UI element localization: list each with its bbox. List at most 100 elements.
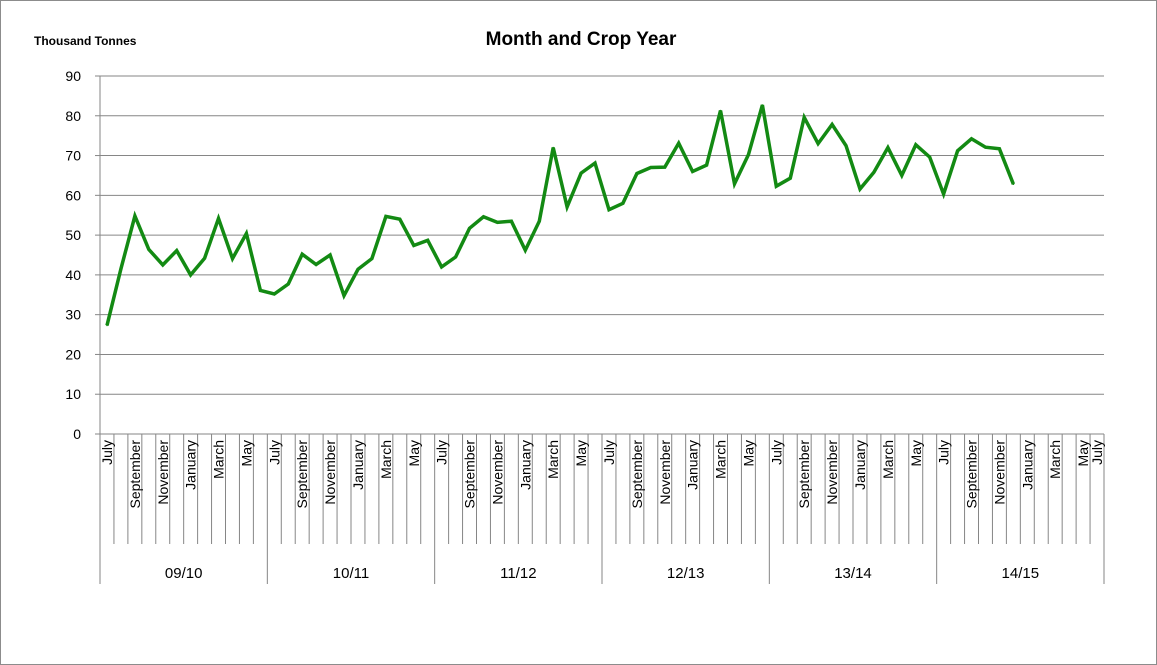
- data-point: [901, 174, 903, 177]
- y-axis-ticks: 0 10 20 30 40 50 60 70 80 90: [65, 68, 81, 442]
- month-label: January: [517, 440, 533, 490]
- month-label: January: [350, 440, 366, 490]
- data-point: [775, 185, 778, 187]
- month-label: November: [991, 440, 1007, 505]
- data-point: [859, 188, 861, 190]
- y-tick-label: 20: [65, 346, 81, 362]
- data-point: [691, 170, 694, 173]
- data-point: [426, 239, 429, 242]
- y-tick-label: 50: [65, 227, 81, 243]
- data-point: [928, 156, 931, 158]
- month-label: January: [685, 440, 701, 490]
- month-label: March: [211, 440, 227, 479]
- month-label: July: [99, 440, 115, 465]
- data-point: [510, 220, 513, 222]
- data-point: [203, 257, 206, 260]
- month-label: November: [657, 440, 673, 505]
- data-point: [315, 263, 317, 266]
- data-point: [385, 215, 387, 218]
- data-point: [817, 142, 819, 145]
- month-label: May: [406, 440, 422, 466]
- y-tick-label: 10: [65, 386, 81, 402]
- crop-year-label: 11/12: [500, 565, 536, 582]
- data-point: [231, 257, 234, 260]
- month-label: November: [322, 440, 338, 505]
- crop-year-label: 10/11: [333, 565, 369, 582]
- month-label: March: [880, 440, 896, 479]
- data-point: [482, 216, 485, 218]
- data-point: [329, 254, 331, 256]
- month-label: March: [378, 440, 394, 479]
- data-point: [636, 172, 638, 175]
- month-label: May: [908, 440, 924, 466]
- month-label: September: [294, 440, 310, 509]
- data-point: [371, 257, 373, 260]
- y-tick-label: 30: [65, 307, 81, 323]
- data-point: [106, 324, 108, 327]
- data-point: [245, 232, 248, 235]
- month-label: March: [713, 440, 729, 479]
- month-label: September: [629, 440, 645, 509]
- data-point: [719, 109, 722, 112]
- data-point: [831, 123, 833, 126]
- data-point: [273, 293, 276, 295]
- y-tick-label: 70: [65, 148, 81, 164]
- data-point: [301, 253, 304, 255]
- grid-lines: [95, 75, 1104, 435]
- month-label: September: [796, 440, 812, 509]
- data-point: [887, 146, 889, 149]
- data-point: [873, 171, 875, 174]
- data-point: [998, 148, 1001, 150]
- data-point: [538, 220, 541, 222]
- data-point: [664, 166, 666, 168]
- data-point: [148, 248, 150, 251]
- x-axis: July September November January March May July…: [99, 433, 1105, 584]
- month-label: November: [155, 440, 171, 505]
- month-label: July: [266, 440, 282, 465]
- data-point: [956, 150, 959, 152]
- month-label: July: [1089, 440, 1105, 465]
- month-label: May: [573, 440, 589, 466]
- data-point: [134, 215, 136, 217]
- chart-title: Month and Crop Year: [486, 29, 677, 50]
- data-point: [440, 266, 443, 268]
- data-point: [287, 283, 290, 285]
- data-point: [705, 164, 708, 166]
- data-point: [608, 208, 610, 211]
- data-point: [162, 264, 164, 266]
- data-point: [454, 256, 457, 258]
- data-point: [524, 249, 527, 251]
- data-point: [217, 217, 220, 220]
- y-axis-unit-label: Thousand Tonnes: [34, 34, 137, 48]
- data-point: [552, 146, 554, 149]
- data-point: [357, 268, 359, 271]
- month-label: January: [852, 440, 868, 490]
- data-point: [650, 166, 652, 169]
- month-label: September: [127, 440, 143, 509]
- crop-year-label: 12/13: [667, 565, 705, 582]
- data-point: [622, 202, 624, 205]
- data-point: [677, 142, 680, 144]
- data-point: [845, 144, 847, 147]
- data-point: [733, 183, 736, 185]
- data-point: [120, 268, 122, 270]
- series-layer: [105, 104, 1016, 327]
- y-tick-label: 90: [65, 68, 81, 84]
- y-tick-label: 60: [65, 187, 81, 203]
- crop-year-label: 13/14: [834, 565, 872, 582]
- data-point: [175, 249, 178, 252]
- crop-year-label: 09/10: [165, 565, 203, 582]
- data-point: [413, 244, 415, 247]
- month-label: November: [824, 440, 840, 505]
- month-label: January: [1019, 440, 1035, 490]
- data-point: [970, 138, 973, 140]
- data-point: [496, 221, 499, 224]
- month-label: July: [601, 440, 617, 465]
- data-point: [789, 177, 792, 179]
- data-point: [984, 146, 987, 148]
- month-label: July: [936, 440, 952, 465]
- month-label: March: [1047, 440, 1063, 479]
- data-point: [942, 193, 945, 195]
